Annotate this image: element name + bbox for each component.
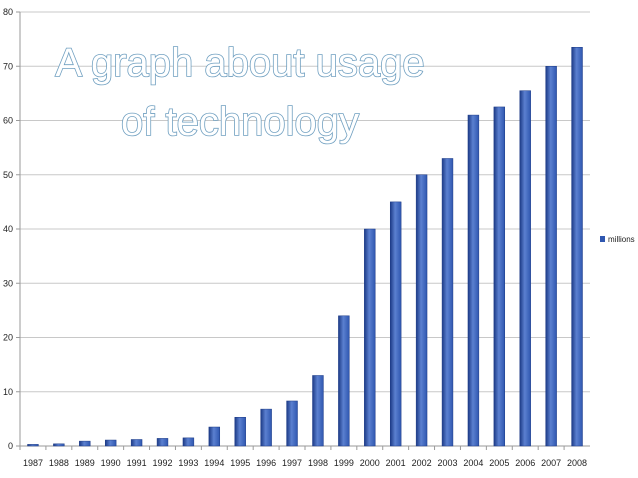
y-tick-label: 0 (8, 441, 13, 451)
x-tick-label: 2007 (541, 458, 561, 468)
bar-1989 (79, 440, 91, 447)
x-tick-label: 2001 (386, 458, 406, 468)
bar-1998 (312, 375, 324, 447)
bar-2001 (389, 201, 402, 447)
x-tick-label: 1989 (75, 458, 95, 468)
bar-1995 (234, 416, 246, 447)
bar-1991 (130, 439, 143, 447)
x-tick-label: 1988 (49, 458, 69, 468)
x-tick-label: 1994 (204, 458, 224, 468)
bar-2005 (493, 106, 506, 447)
y-tick-label: 80 (3, 7, 13, 17)
y-tick-label: 20 (3, 333, 13, 343)
bar-1990 (104, 439, 117, 447)
y-tick-label: 60 (3, 116, 13, 126)
x-tick-label: 1991 (127, 458, 147, 468)
axes (16, 11, 565, 450)
bar-2000 (364, 228, 376, 447)
x-tick-label: 1993 (178, 458, 198, 468)
chart-title: A graph about usage of technology (55, 40, 426, 145)
bar-1992 (156, 438, 169, 447)
x-tick-label: 1999 (334, 458, 354, 468)
y-tick-label: 30 (3, 278, 13, 288)
bar-1997 (286, 400, 298, 447)
legend-label: millions (608, 235, 635, 244)
x-tick-label: 2006 (515, 458, 535, 468)
legend-swatch (600, 236, 605, 242)
bar-2006 (519, 90, 531, 447)
y-tick-label: 40 (3, 224, 13, 234)
x-tick-label: 2004 (463, 458, 483, 468)
bar-2008 (571, 47, 583, 447)
gridlines (20, 11, 590, 447)
bar-1988 (53, 443, 65, 447)
x-tick-label: 2005 (489, 458, 509, 468)
tick-labels: 0 10 20 30 40 50 60 70 80 1987 1988 1989 1990 1991 199… (3, 7, 587, 468)
x-tick-label: 1998 (308, 458, 328, 468)
x-tick-label: 1997 (282, 458, 302, 468)
bar-2004 (467, 114, 480, 447)
bar-1993 (182, 437, 195, 447)
chart-title-line-2: of technology (121, 100, 359, 144)
x-tick-label: 1990 (101, 458, 121, 468)
x-tick-label: 2008 (567, 458, 587, 468)
bar-1994 (208, 426, 221, 447)
x-tick-label: 2002 (412, 458, 432, 468)
x-tick-label: 1987 (23, 458, 43, 468)
y-tick-label: 50 (3, 170, 13, 180)
legend: millions (600, 235, 635, 244)
x-tick-label: 1996 (256, 458, 276, 468)
y-tick-label: 70 (3, 61, 13, 71)
x-tick-label: 1995 (230, 458, 250, 468)
bar-1996 (260, 408, 272, 447)
chart-title-line-1: A graph about usage (55, 41, 424, 85)
x-tick-label: 2000 (360, 458, 380, 468)
bar-2003 (441, 158, 454, 447)
bar-1987 (27, 444, 39, 447)
bars (27, 47, 583, 447)
x-tick-label: 1992 (152, 458, 172, 468)
x-tick-label: 2003 (437, 458, 457, 468)
bar-2007 (545, 66, 557, 447)
bar-1999 (338, 315, 350, 447)
y-tick-label: 10 (3, 387, 13, 397)
bar-2002 (415, 174, 428, 447)
